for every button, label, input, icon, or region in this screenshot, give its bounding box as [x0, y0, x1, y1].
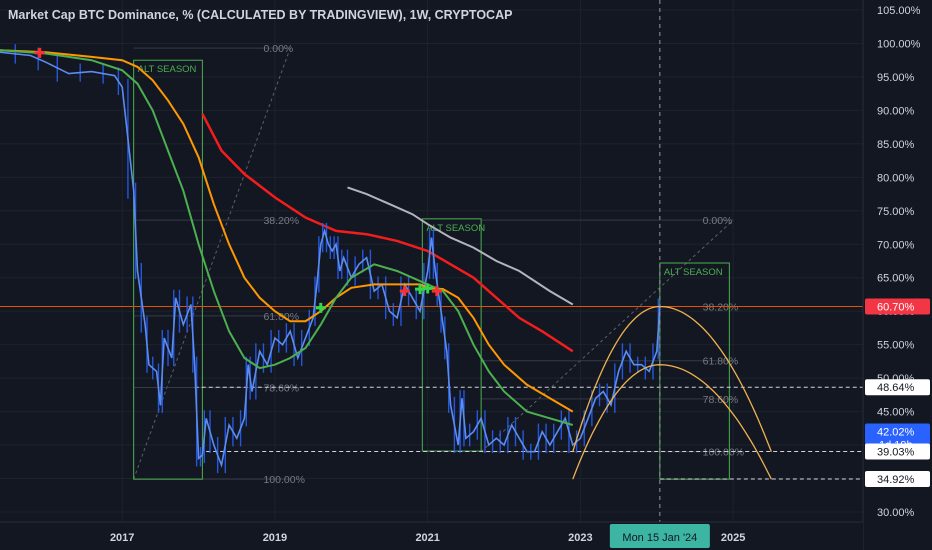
y-tick-label: 95.00%	[877, 72, 915, 84]
projection-arc	[572, 364, 772, 480]
alt-season-label: ALT SEASON	[426, 223, 485, 234]
price-tag-label: 34.92%	[877, 474, 915, 486]
alt-season-label: ALT SEASON	[664, 267, 723, 278]
y-tick-label: 30.00%	[877, 507, 915, 519]
x-tick-label: 2021	[415, 532, 439, 544]
price-tag	[865, 443, 930, 460]
fib-level-label: 0.00%	[263, 43, 293, 55]
signal-markers	[34, 47, 442, 313]
y-tick-label: 75.00%	[877, 206, 915, 218]
y-tick-label: 45.00%	[877, 407, 915, 419]
fib-level-label: 61.80%	[263, 311, 299, 323]
price-tag	[865, 471, 930, 488]
alt-season-box	[133, 59, 203, 480]
alt-season-label: ALT SEASON	[138, 64, 197, 75]
crosshair-date-tag	[609, 524, 710, 548]
y-tick-label: 85.00%	[877, 139, 915, 151]
price-tag	[865, 379, 930, 396]
signal-marker	[422, 283, 433, 294]
price-tag-label: 42.02%	[877, 427, 915, 439]
series	[0, 44, 661, 474]
y-tick-label: 100.00%	[877, 39, 921, 51]
price-tag-label: 39.03%	[877, 447, 915, 459]
signal-marker	[431, 286, 442, 297]
projection-arc	[572, 305, 773, 452]
ma-slow-line	[201, 113, 574, 353]
fib-level-label: 61.80%	[703, 356, 739, 368]
price-tag	[865, 298, 930, 315]
y-tick-label: 90.00%	[877, 105, 915, 117]
fib-level-label: 0.00%	[703, 215, 733, 227]
x-tick-label: 2023	[568, 532, 592, 544]
fib-level-label: 100.00%	[263, 474, 304, 486]
fib-trend-line	[133, 48, 291, 480]
signal-marker	[315, 302, 326, 313]
horizontal-lines	[0, 306, 863, 480]
y-tick-label: 70.00%	[877, 239, 915, 251]
ma-mid-line	[0, 49, 574, 413]
y-tick-label: 55.00%	[877, 340, 915, 352]
fib-level-label: 38.20%	[703, 302, 739, 314]
x-tick-label: 2017	[110, 532, 134, 544]
projection-arcs	[572, 305, 773, 480]
fib-level-label: 100.00%	[703, 447, 744, 459]
crosshair-date-label: Mon 15 Jan '24	[622, 532, 697, 544]
ma-fast-line	[0, 49, 574, 426]
fib-level-label: 78.60%	[703, 394, 739, 406]
alt-season-boxes: ALT SEASON ALT SEASON ALT SEASON	[133, 59, 730, 480]
signal-marker	[34, 47, 45, 58]
fib-level-label: 38.20%	[263, 215, 299, 227]
x-axis-background	[0, 522, 863, 550]
signal-marker	[399, 286, 410, 297]
price-tag-label: 60.70%	[877, 302, 915, 314]
chart-title: Market Cap BTC Dominance, % (CALCULATED …	[8, 8, 513, 22]
y-tick-label: 105.00%	[877, 5, 921, 17]
fib-level-label: 78.60%	[263, 382, 299, 394]
ma-long-line	[347, 186, 574, 306]
x-tick-label: 2019	[263, 532, 287, 544]
x-axis[interactable]: 2017 2019 2021 2023 2025 Mon 15 Jan '24	[0, 521, 863, 550]
y-axis[interactable]: 105.00% 100.00% 95.00% 90.00% 85.00% 80.00% 75…	[862, 0, 932, 550]
x-tick-label: 2025	[721, 532, 745, 544]
y-tick-label: 80.00%	[877, 172, 915, 184]
price-tag-label: 48.64%	[877, 382, 915, 394]
y-tick-label: 65.00%	[877, 273, 915, 285]
